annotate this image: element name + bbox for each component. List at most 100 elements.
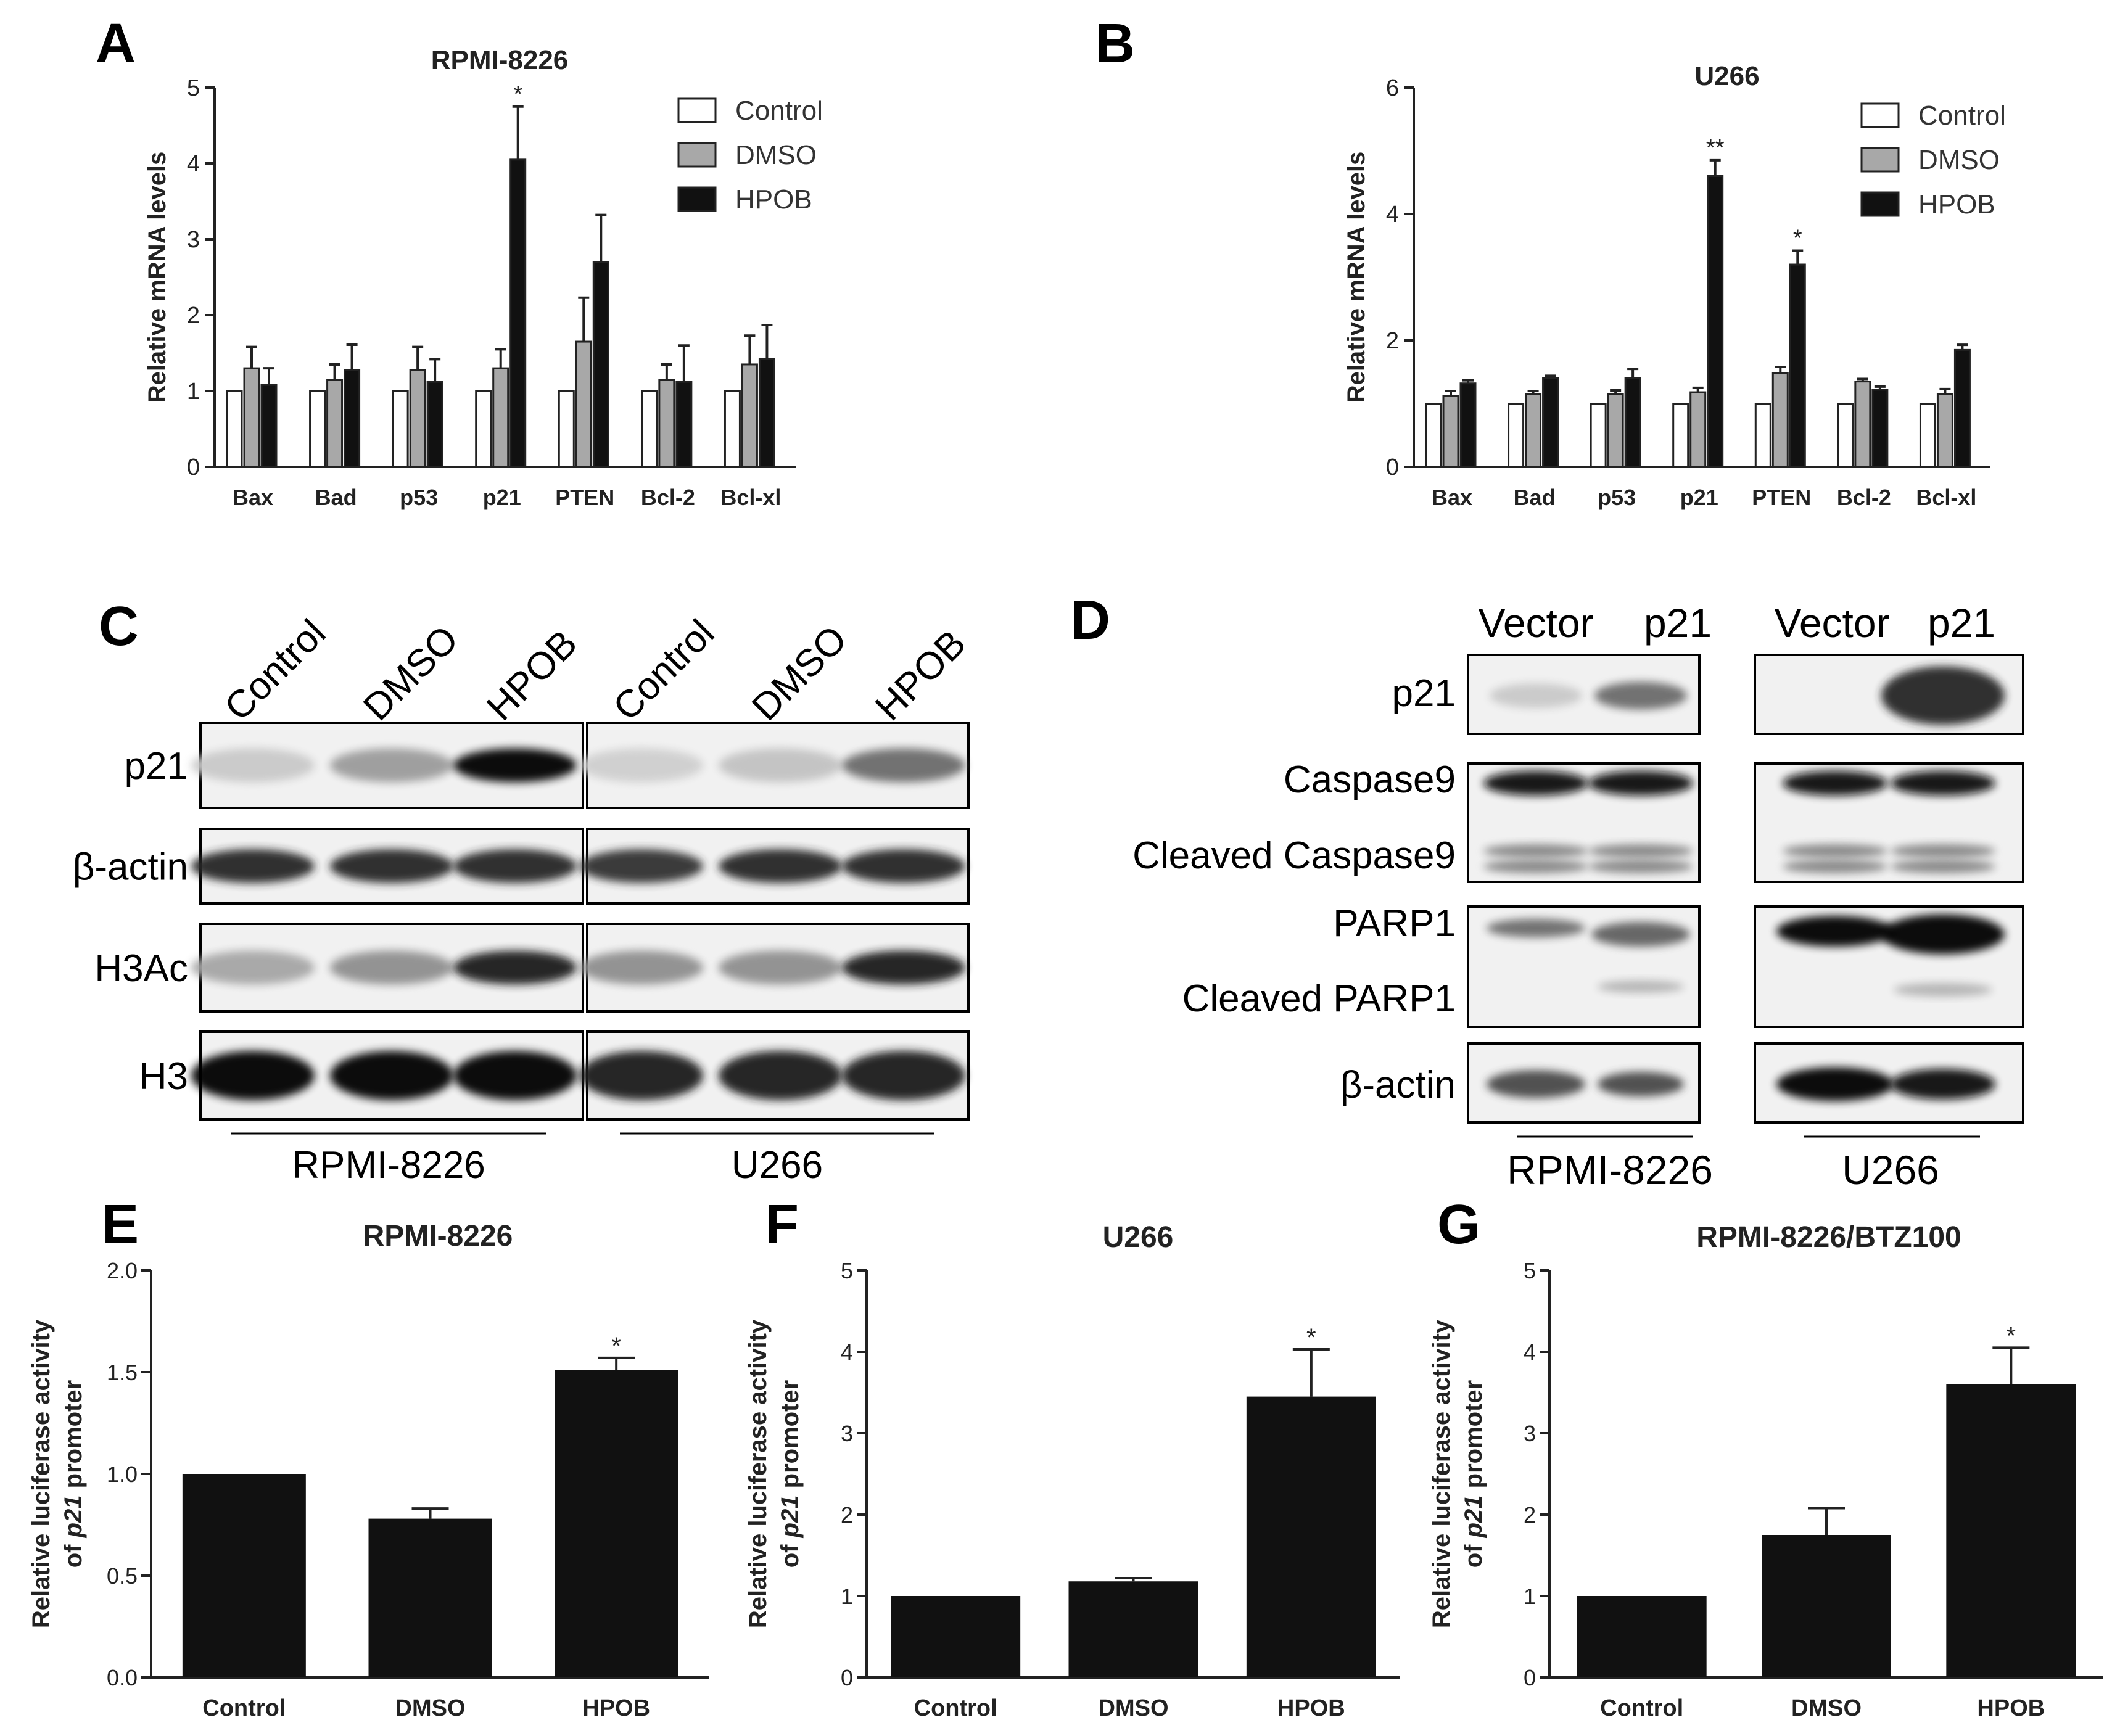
blot-band bbox=[842, 849, 965, 883]
bar-control bbox=[1919, 403, 1936, 468]
blot-band bbox=[1591, 922, 1690, 947]
y-axis-label-suffix: promoter bbox=[60, 1380, 87, 1495]
bar-hpob bbox=[1946, 1384, 2076, 1677]
bar-control bbox=[1590, 403, 1607, 468]
y-tick-label: 0 bbox=[1524, 1665, 1536, 1690]
blot-band bbox=[1891, 771, 1995, 796]
blot-band bbox=[1891, 860, 1995, 873]
bar-control bbox=[724, 390, 741, 468]
y-tick-label: 1 bbox=[187, 379, 200, 405]
blot-band bbox=[191, 950, 315, 985]
blot-band bbox=[1487, 1070, 1585, 1098]
chart-a: RPMI-8226 Relative mRNA levels 0 1 2 3 4 5 Bax Ba… bbox=[144, 45, 823, 510]
western-blot-c: Control DMSO HPOB Control DMSO HPOBp21β-actin… bbox=[73, 612, 974, 1187]
y-tick-label: 5 bbox=[1524, 1258, 1536, 1283]
blot-band bbox=[1483, 860, 1588, 873]
blot-band bbox=[1483, 844, 1588, 858]
bar-hpob bbox=[555, 1370, 678, 1677]
x-tick-label: HPOB bbox=[582, 1695, 650, 1721]
bar-control bbox=[891, 1596, 1021, 1677]
y-axis-label-line1: Relative luciferase activity bbox=[744, 1319, 772, 1628]
bar-control bbox=[182, 1474, 306, 1677]
bar-dmso bbox=[575, 340, 592, 468]
x-tick-label: p21 bbox=[1680, 485, 1718, 510]
bar-dmso bbox=[409, 369, 426, 468]
blot-band bbox=[1594, 681, 1687, 710]
blot-row-label: Caspase9 bbox=[1284, 759, 1456, 801]
y-tick-label: 3 bbox=[187, 227, 200, 253]
blot-band bbox=[453, 950, 577, 985]
bar-dmso bbox=[1607, 393, 1624, 468]
lane-label: Vector bbox=[1774, 600, 1889, 646]
blot-band bbox=[453, 748, 577, 783]
legend-swatch-hpob bbox=[1860, 191, 1900, 217]
x-tick-label: p21 bbox=[483, 485, 521, 510]
chart-f: U266 Relative luciferase activity of p21 p… bbox=[744, 1221, 1400, 1721]
panel-letter-b: B bbox=[1095, 13, 1135, 75]
bar-control bbox=[475, 390, 492, 468]
bar-hpob bbox=[675, 381, 693, 468]
bar-hpob bbox=[426, 381, 443, 468]
y-axis-label-prefix: of bbox=[777, 1537, 804, 1568]
blot-band bbox=[1783, 860, 1887, 873]
blot-band bbox=[719, 748, 842, 783]
blot-band bbox=[580, 1051, 703, 1100]
x-tick-label: PTEN bbox=[1752, 485, 1811, 510]
blot-band bbox=[842, 950, 965, 985]
chart-title: U266 bbox=[1103, 1221, 1174, 1254]
legend-swatch-dmso bbox=[1860, 147, 1900, 173]
bar-hpob bbox=[1542, 377, 1559, 468]
lane-label: Control bbox=[605, 612, 722, 729]
y-axis-label-gene: p21 bbox=[777, 1495, 804, 1538]
blot-band bbox=[1891, 844, 1995, 858]
legend-label: HPOB bbox=[735, 184, 812, 215]
legend-swatch-control bbox=[677, 97, 717, 123]
y-tick-label: 2 bbox=[187, 303, 200, 329]
y-axis-label: Relative mRNA levels bbox=[1343, 152, 1370, 403]
y-axis-label-line1: Relative luciferase activity bbox=[28, 1319, 55, 1628]
bar-control bbox=[1577, 1596, 1707, 1677]
blot-band bbox=[1483, 771, 1588, 796]
y-tick-label: 2 bbox=[841, 1502, 853, 1528]
legend-label: DMSO bbox=[1918, 145, 2000, 175]
chart-title: RPMI-8226/BTZ100 bbox=[1696, 1221, 1961, 1254]
x-tick-label: Bcl-2 bbox=[1837, 485, 1891, 510]
blot-row-label: Cleaved Caspase9 bbox=[1132, 834, 1456, 877]
y-tick-label: 0 bbox=[187, 455, 200, 480]
panel-letter-e: E bbox=[102, 1194, 139, 1256]
bar-control bbox=[1754, 403, 1771, 468]
x-tick-label: DMSO bbox=[395, 1695, 466, 1721]
blot-band bbox=[1490, 683, 1582, 708]
blot-band bbox=[1588, 844, 1693, 858]
bar-hpob bbox=[1871, 389, 1889, 468]
x-tick-label: Control bbox=[202, 1695, 286, 1721]
blot-band bbox=[1881, 666, 2005, 725]
y-tick-label: 0 bbox=[841, 1665, 853, 1690]
blot-band bbox=[1783, 844, 1887, 858]
x-tick-label: DMSO bbox=[1099, 1695, 1169, 1721]
blot-band bbox=[1487, 919, 1585, 937]
blot-band bbox=[842, 748, 965, 783]
blot-band bbox=[191, 748, 315, 783]
blot-band bbox=[1891, 1069, 1995, 1100]
panel-letter-g: G bbox=[1437, 1194, 1481, 1256]
x-tick-label: Control bbox=[914, 1695, 997, 1721]
y-axis-label-prefix: of bbox=[1460, 1537, 1487, 1568]
bar-dmso bbox=[1442, 395, 1459, 468]
blot-band bbox=[1598, 1072, 1684, 1096]
x-tick-label: p53 bbox=[1598, 485, 1636, 510]
bar-hpob bbox=[1789, 263, 1806, 468]
lane-label: Control bbox=[217, 612, 334, 729]
y-tick-label: 3 bbox=[1524, 1421, 1536, 1446]
x-tick-label: DMSO bbox=[1791, 1695, 1862, 1721]
blot-band bbox=[719, 950, 842, 985]
bar-control bbox=[309, 390, 326, 468]
y-tick-label: 5 bbox=[841, 1258, 853, 1283]
bar-dmso bbox=[1068, 1581, 1198, 1677]
chart-e: RPMI-8226 Relative luciferase activity of … bbox=[28, 1220, 709, 1721]
bar-dmso bbox=[1525, 393, 1542, 468]
y-tick-label: 0 bbox=[1386, 455, 1399, 480]
bar-dmso bbox=[1762, 1535, 1891, 1677]
y-tick-label: 3 bbox=[841, 1421, 853, 1446]
chart-b: U266 Relative mRNA levels 0 2 4 6 Bax Bad p53 p21… bbox=[1343, 61, 2006, 510]
